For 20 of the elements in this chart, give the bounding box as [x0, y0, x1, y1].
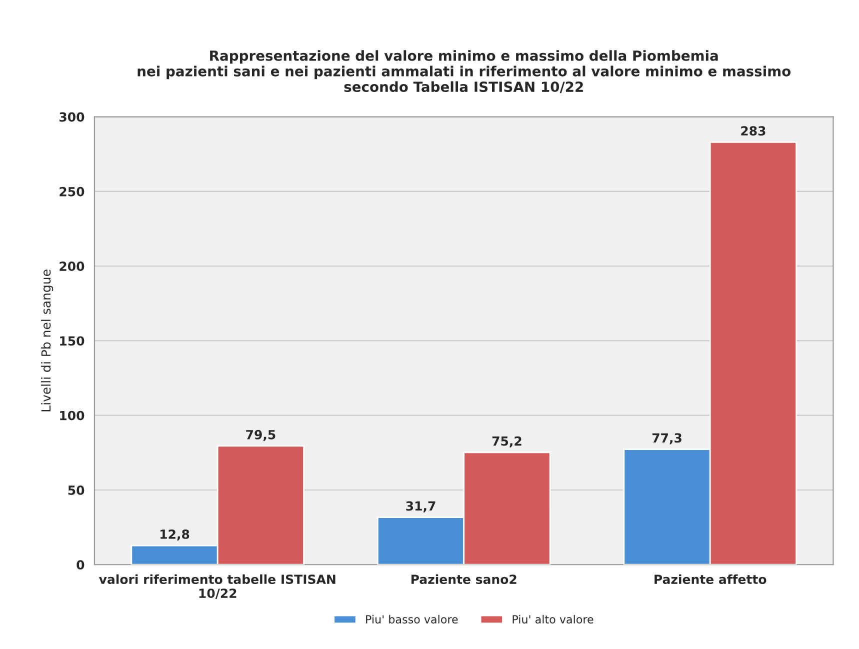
legend-label: Piu' basso valore — [366, 614, 458, 624]
y-axis-title: Livelli di Pb nel sangue — [41, 270, 54, 412]
data-label: 77,3 — [652, 433, 682, 444]
data-label: 79,5 — [246, 430, 276, 441]
data-label: 31,7 — [406, 501, 436, 512]
y-tick-label: 150 — [60, 336, 84, 346]
y-tick-label: 0 — [76, 560, 84, 570]
x-tick-label: Paziente sano2 — [411, 574, 516, 584]
legend-label: Piu' alto valore — [512, 614, 594, 624]
x-tick-label: Paziente affetto — [654, 574, 766, 584]
chart-title: Rappresentazione del valore minimo e massimo della Piombemia nei pazienti sani e nei pazienti ammalati in riferimento al valore minimo e massimo secondo Tabella ISTISAN 10/22 — [138, 50, 791, 94]
y-tick-label: 100 — [60, 410, 84, 420]
data-label: 283 — [741, 126, 766, 136]
y-tick-label: 200 — [60, 262, 84, 272]
data-label: 75,2 — [492, 436, 522, 448]
y-tick-label: 250 — [60, 186, 84, 196]
y-tick-label: 300 — [60, 112, 84, 122]
y-tick-label: 50 — [68, 485, 84, 495]
x-tick-label: valori riferimento tabelle ISTISAN 10/22 — [99, 574, 336, 600]
data-label: 12,8 — [160, 529, 190, 541]
